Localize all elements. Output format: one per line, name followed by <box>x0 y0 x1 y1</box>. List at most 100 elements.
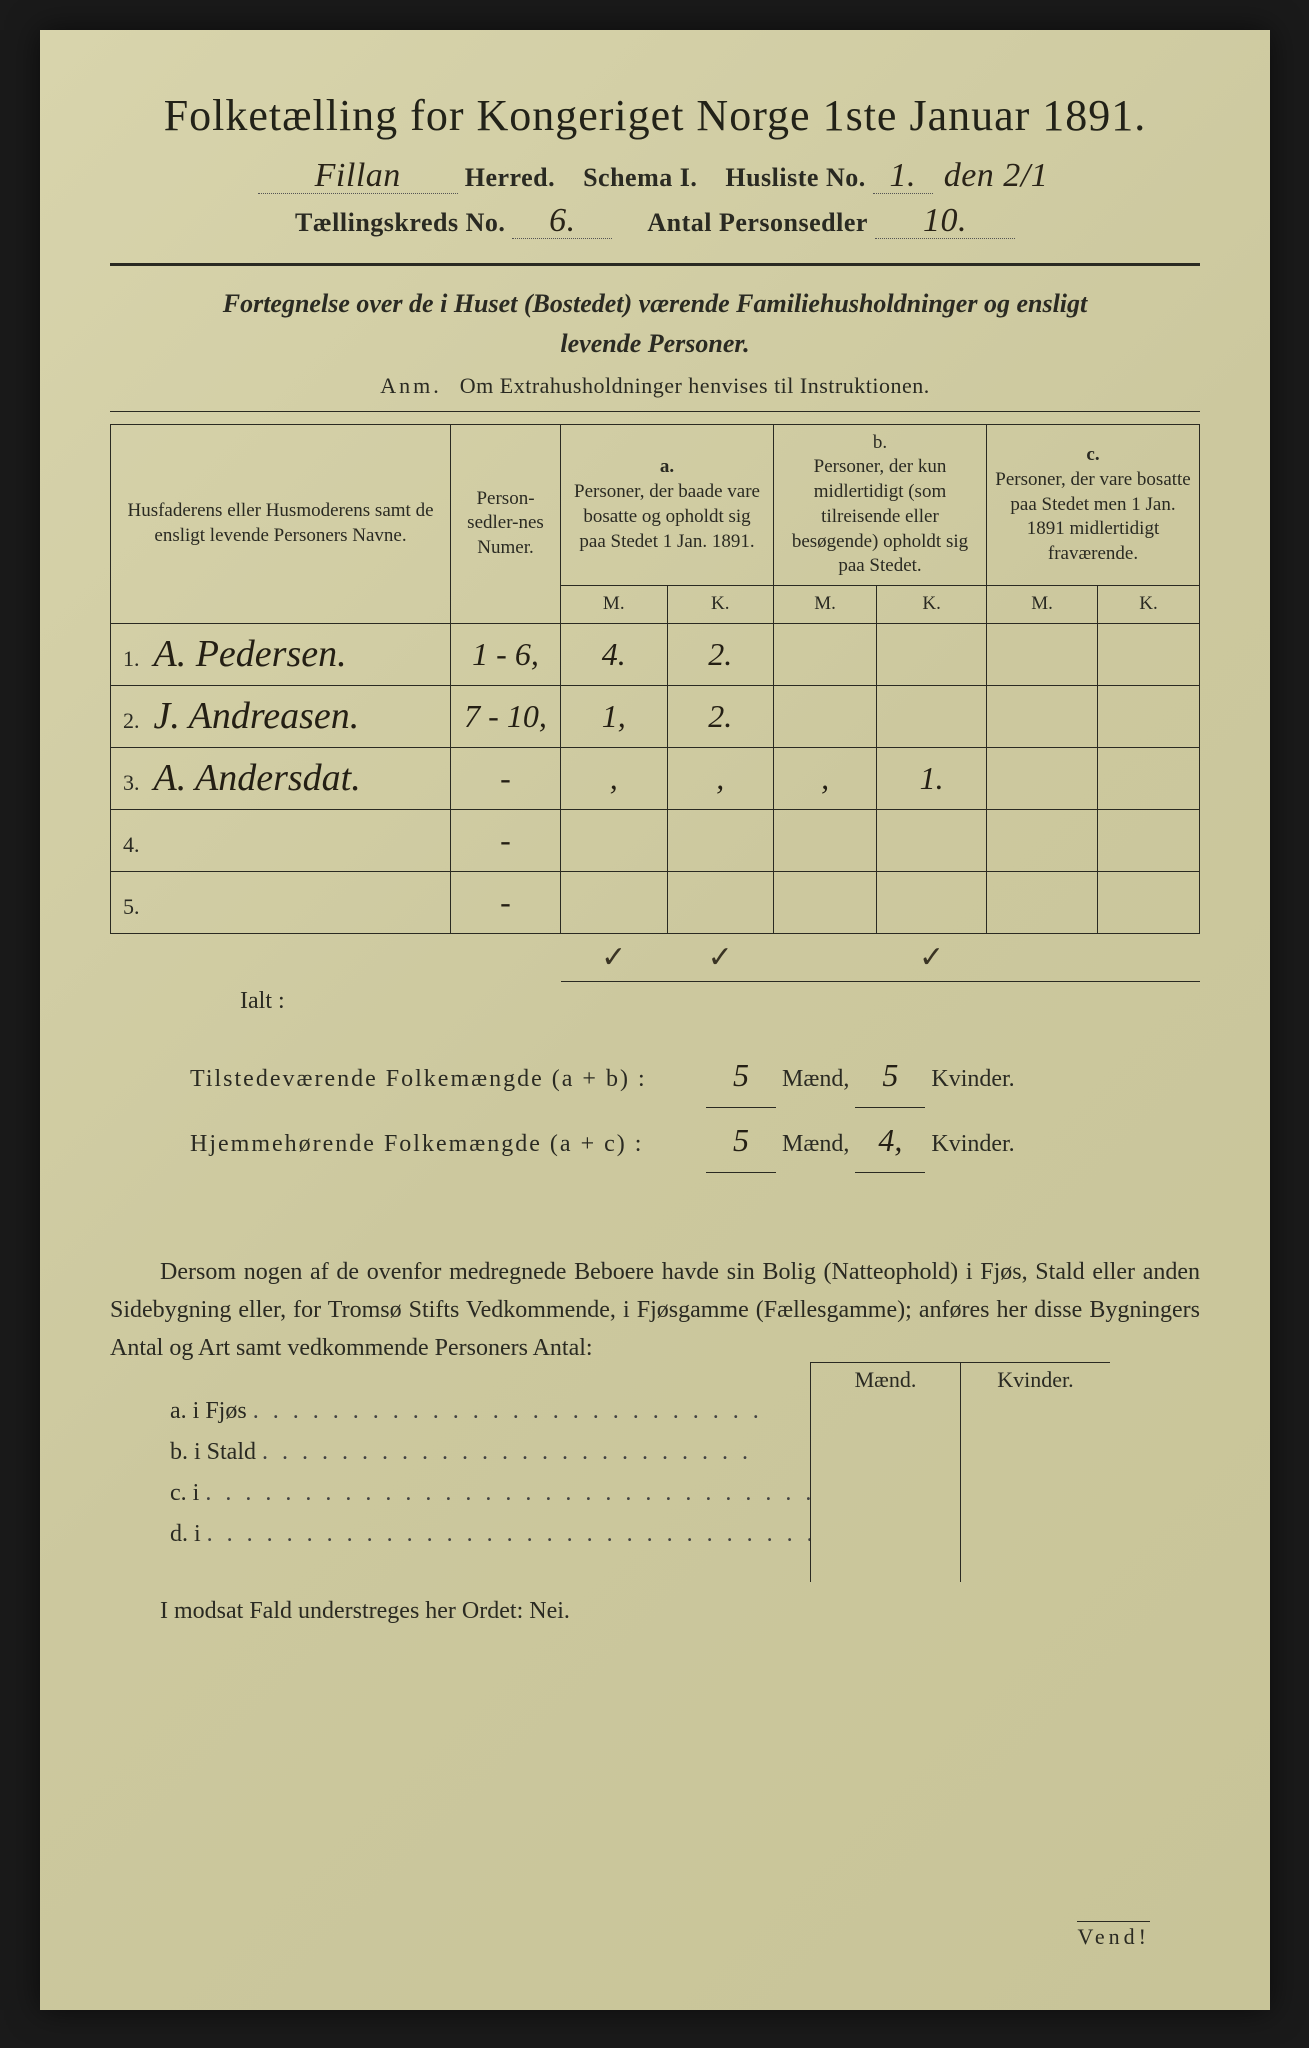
bk-cell <box>877 623 987 685</box>
nei-line: I modsat Fald understreges her Ordet: Ne… <box>110 1598 1200 1625</box>
check-ck <box>1098 933 1200 981</box>
tot2-k: 4, <box>855 1108 925 1173</box>
ck-cell <box>1098 623 1200 685</box>
mk-box-k: Kvinder. <box>961 1363 1110 1582</box>
tot1-m: 5 <box>706 1043 776 1108</box>
herred-value: Fillan <box>258 159 458 194</box>
col-b-header: b. Personer, der kun midlertidigt (som t… <box>774 424 987 585</box>
col-b-k: K. <box>877 585 987 623</box>
table-row: 5. - <box>111 871 1200 933</box>
anm-prefix: Anm. <box>380 373 442 398</box>
check-cm <box>987 933 1098 981</box>
tot1-k: 5 <box>855 1043 925 1108</box>
dots: . . . . . . . . . . . . . . . . . . . . … <box>253 1398 763 1424</box>
ck-cell <box>1098 747 1200 809</box>
cm-cell <box>987 871 1098 933</box>
ck-cell <box>1098 871 1200 933</box>
note-paragraph: Dersom nogen af de ovenfor medregnede Be… <box>110 1253 1200 1368</box>
subtitle-1: Fortegnelse over de i Huset (Bostedet) v… <box>110 286 1200 322</box>
name-cell: 5. <box>111 871 451 933</box>
table-row: 4. - <box>111 809 1200 871</box>
col-a-m: M. <box>561 585 668 623</box>
dots: . . . . . . . . . . . . . . . . . . . . … <box>262 1439 752 1465</box>
check-ak: ✓ <box>667 933 774 981</box>
ialt-label: Ialt : <box>110 988 1200 1015</box>
dots: . . . . . . . . . . . . . . . . . . . . … <box>207 1521 817 1547</box>
ak-cell: , <box>667 747 774 809</box>
num-cell: 7 - 10, <box>451 685 561 747</box>
main-table: Husfaderens eller Husmoderens samt de en… <box>110 424 1200 982</box>
col-b-top: b. <box>873 432 887 453</box>
col-c-header: c. Personer, der vare bosatte paa Stedet… <box>987 424 1200 585</box>
ak-cell <box>667 809 774 871</box>
ak-cell: 2. <box>667 623 774 685</box>
am-cell <box>561 809 668 871</box>
col-b-m: M. <box>774 585 877 623</box>
num-cell: - <box>451 747 561 809</box>
totals-line-2: Hjemmehørende Folkemængde (a + c) : 5 Mæ… <box>190 1108 1200 1173</box>
antal-value: 10. <box>875 204 1015 239</box>
mk-box: Mænd. Kvinder. <box>810 1362 1110 1582</box>
maend-label2: Mænd, <box>782 1131 849 1157</box>
check-bm <box>774 933 877 981</box>
totals-block: Tilstedeværende Folkemængde (a + b) : 5 … <box>110 1043 1200 1173</box>
check-row: ✓✓✓ <box>111 933 1200 981</box>
col-c-m: M. <box>987 585 1098 623</box>
bk-cell: 1. <box>877 747 987 809</box>
building-c-label: c. i <box>170 1480 199 1506</box>
col-a-header: a. Personer, der baade vare bosatte og o… <box>561 424 774 585</box>
mk-box-m: Mænd. <box>811 1363 961 1582</box>
building-list: Mænd. Kvinder. a. i Fjøs . . . . . . . .… <box>110 1398 1200 1548</box>
schema-label: Schema I. <box>583 163 697 192</box>
ak-cell <box>667 871 774 933</box>
subtitle-2: levende Personer. <box>110 326 1200 362</box>
kvinder-label2: Kvinder. <box>931 1131 1014 1157</box>
table-row: 2. J. Andreasen.7 - 10,1,2. <box>111 685 1200 747</box>
den-value: den 2/1 <box>940 159 1053 193</box>
name-cell: 2. J. Andreasen. <box>111 685 451 747</box>
col-a-top: a. <box>660 456 674 477</box>
check-am: ✓ <box>561 933 668 981</box>
num-cell: - <box>451 809 561 871</box>
dots: . . . . . . . . . . . . . . . . . . . . … <box>205 1480 815 1506</box>
maend-label: Mænd, <box>782 1066 849 1092</box>
cm-cell <box>987 809 1098 871</box>
name-cell: 3. A. Andersdat. <box>111 747 451 809</box>
am-cell: , <box>561 747 668 809</box>
table-row: 1. A. Pedersen.1 - 6,4.2. <box>111 623 1200 685</box>
num-cell: 1 - 6, <box>451 623 561 685</box>
cm-cell <box>987 623 1098 685</box>
husliste-value: 1. <box>873 159 933 194</box>
col-num-header: Person-sedler-nes Numer. <box>451 424 561 623</box>
col-name-header: Husfaderens eller Husmoderens samt de en… <box>111 424 451 623</box>
col-name-text: Husfaderens eller Husmoderens samt de en… <box>127 500 433 546</box>
am-cell <box>561 871 668 933</box>
bm-cell: , <box>774 747 877 809</box>
header-line-2: Tællingskreds No. 6. Antal Personsedler … <box>110 204 1200 239</box>
herred-label: Herred. <box>465 163 555 192</box>
bk-cell <box>877 871 987 933</box>
cm-cell <box>987 747 1098 809</box>
empty-cell <box>111 933 451 981</box>
kreds-label: Tællingskreds No. <box>295 208 505 237</box>
bm-cell <box>774 623 877 685</box>
bk-cell <box>877 685 987 747</box>
divider-thin <box>110 411 1200 412</box>
col-a-text: Personer, der baade vare bosatte og opho… <box>574 481 760 551</box>
name-cell: 4. <box>111 809 451 871</box>
bm-cell <box>774 871 877 933</box>
am-cell: 1, <box>561 685 668 747</box>
ck-cell <box>1098 685 1200 747</box>
col-c-k: K. <box>1098 585 1200 623</box>
anm-text: Om Extrahusholdninger henvises til Instr… <box>460 373 930 398</box>
tot1-label: Tilstedeværende Folkemængde (a + b) : <box>190 1055 700 1103</box>
kreds-value: 6. <box>512 204 612 239</box>
antal-label: Antal Personsedler <box>647 208 868 237</box>
col-a-k: K. <box>667 585 774 623</box>
name-cell: 1. A. Pedersen. <box>111 623 451 685</box>
col-b-text: Personer, der kun midlertidigt (som tilr… <box>792 456 968 576</box>
kvinder-label: Kvinder. <box>931 1066 1014 1092</box>
empty-cell <box>451 933 561 981</box>
col-c-text: Personer, der vare bosatte paa Stedet me… <box>995 469 1191 564</box>
ak-cell: 2. <box>667 685 774 747</box>
